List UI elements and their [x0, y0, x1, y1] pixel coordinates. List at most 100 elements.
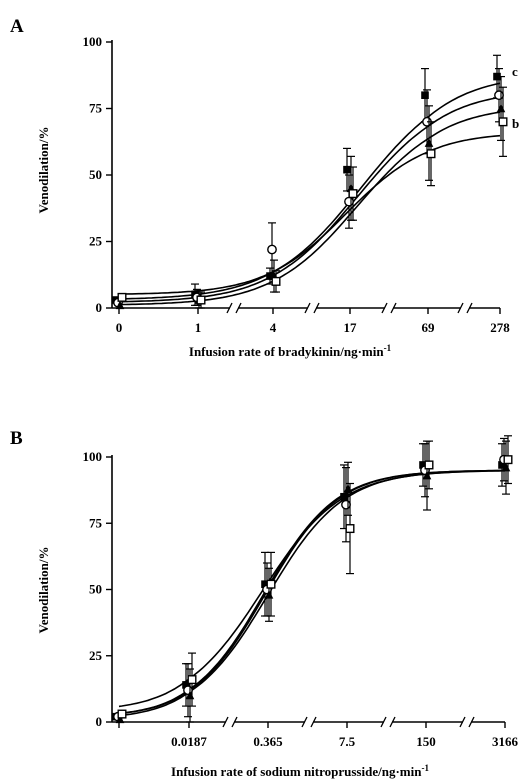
panel-a-axis-break-mark [466, 302, 473, 314]
panel-b-x-tick-label: 0.0187 [171, 734, 207, 749]
panel-b-fit-curves [118, 469, 506, 717]
panel-b-fit-curve-series-2 [118, 469, 505, 717]
panel-b-data-points [112, 435, 513, 724]
panel-a-axis-break-mark [226, 302, 233, 314]
panel-a: A Venodilation/% Infusion rate of bradyk… [10, 16, 519, 359]
panel-b-x-tick-label: 0.365 [253, 734, 283, 749]
panel-a-x-axis-label-main: Infusion rate of bradykinin/ng·min [189, 344, 384, 359]
panel-a-y-tick-label: 100 [83, 34, 103, 49]
panel-b-point-filled-square [182, 681, 190, 689]
panel-b-point-open-square [424, 460, 434, 470]
panel-b: B Venodilation/% Infusion rate of sodium… [10, 428, 519, 779]
panel-a-x-tick-label: 278 [490, 320, 510, 335]
panel-a-axis-break-gap [385, 306, 393, 310]
panel-b-axis-break-mark [310, 716, 317, 728]
panel-b-axis-break-mark [222, 716, 229, 728]
panel-a-point-filled-square [421, 91, 429, 99]
panel-a-y-axis-label: Venodilation/% [36, 127, 51, 214]
panel-b-point-open-square [503, 455, 513, 465]
panel-a-fit-curves [118, 82, 501, 306]
panel-a-point-open-circle [494, 90, 504, 101]
panel-b-x-axis-label-main: Infusion rate of sodium nitroprusside/ng… [171, 764, 422, 779]
panel-a-x-tick-label: 17 [344, 320, 358, 335]
panel-a-x-axis-label-sup: -1 [384, 343, 392, 353]
panel-a-point-open-square [196, 295, 206, 305]
panel-b-point-open-square [117, 709, 127, 719]
panel-a-point-open-square [348, 189, 358, 199]
panel-b-axis-break-mark [389, 716, 396, 728]
panel-b-fit-curve-series-3 [118, 470, 505, 708]
panel-a-x-axis-label: Infusion rate of bradykinin/ng·min-1 [189, 343, 392, 359]
panel-b-point-filled-triangle [343, 484, 353, 493]
panel-a-axis-break-mark [381, 302, 388, 314]
panel-b-axis-break-mark [301, 716, 308, 728]
panel-b-point-filled-square [419, 461, 427, 469]
panel-b-point-open-square [187, 675, 197, 685]
panel-b-axes: 0 25 50 75 100 0.0187 0.365 7.5 150 3166 [83, 449, 519, 749]
panel-b-axis-break-mark [468, 716, 475, 728]
panel-a-curve-label-c: c [512, 64, 518, 79]
panel-a-point-open-square [117, 292, 127, 302]
panel-a-y-tick-label: 25 [89, 234, 103, 249]
panel-a-x-tick-label: 4 [270, 320, 277, 335]
panel-b-x-tick-label: 7.5 [339, 734, 356, 749]
panel-b-y-tick-label: 50 [89, 582, 102, 597]
panel-b-axis-break-mark [231, 716, 238, 728]
panel-a-axis-break-gap [461, 306, 469, 310]
panel-a-y-tick-label: 0 [96, 300, 103, 315]
panel-a-point-filled-triangle [496, 103, 506, 113]
panel-a-axis-break-gap [308, 306, 316, 310]
panel-a-axis-break-mark [390, 302, 397, 314]
panel-a-point-filled-square [343, 165, 351, 174]
panel-b-fit-curve-series-0 [118, 469, 506, 715]
panel-a-axis-break-gap [230, 306, 238, 310]
panel-b-y-tick-label: 25 [89, 648, 103, 663]
panel-a-data-points [112, 54, 508, 310]
panel-b-point-filled-square [498, 461, 506, 469]
panel-b-point-open-circle [341, 499, 351, 510]
panel-a-x-tick-label: 0 [116, 320, 123, 335]
panel-b-y-tick-label: 100 [83, 449, 103, 464]
panel-b-axis-break-gap [384, 720, 392, 724]
panel-b-x-tick-label: 3166 [492, 734, 519, 749]
panel-b-point-filled-square [261, 580, 269, 588]
panel-a-fit-curve-series-1 [119, 96, 501, 303]
panel-a-axis-break-mark [304, 302, 311, 314]
panel-a-axes: 0 25 50 75 100 0 1 4 17 69 278 [83, 34, 511, 335]
panel-a-fit-curve-series-2 [118, 111, 501, 306]
panel-a-axis-break-mark [235, 302, 242, 314]
panel-a-x-tick-label: 69 [422, 320, 436, 335]
panel-b-point-filled-triangle [115, 714, 125, 724]
panel-a-x-tick-label: 1 [195, 320, 202, 335]
panel-b-y-axis-label: Venodilation/% [36, 547, 51, 634]
panel-a-y-tick-label: 50 [89, 167, 102, 182]
panel-b-axis-break-gap [305, 720, 313, 724]
panel-b-axis-break-gap [226, 720, 234, 724]
panel-b-x-axis-label: Infusion rate of sodium nitroprusside/ng… [171, 763, 429, 779]
panel-a-fit-curve-series-3 [119, 134, 501, 295]
panel-b-point-open-square [345, 524, 355, 534]
panel-b-y-tick-label: 0 [96, 714, 103, 729]
panel-b-axis-break-mark [459, 716, 466, 728]
panel-b-point-filled-square [340, 492, 348, 501]
panel-a-axis-break-mark [457, 302, 464, 314]
panel-a-point-open-square [426, 149, 436, 159]
panel-b-x-tick-label: 150 [416, 734, 436, 749]
panel-b-fit-curve-series-1 [118, 469, 505, 715]
panel-a-y-tick-label: 75 [89, 101, 103, 116]
panel-a-fit-curve-series-0 [118, 82, 501, 300]
panel-b-x-axis-label-sup: -1 [421, 763, 429, 773]
panel-b-axis-break-gap [463, 720, 471, 724]
panel-a-letter: A [10, 16, 24, 37]
panel-b-y-tick-label: 75 [89, 515, 103, 530]
panel-b-point-open-square [266, 579, 276, 589]
panel-a-curve-label-b: b [512, 116, 519, 131]
panel-a-point-open-square [271, 276, 281, 286]
panel-a-point-open-circle [267, 244, 277, 255]
panel-a-point-open-square [498, 117, 508, 127]
panel-a-point-filled-triangle [115, 300, 125, 310]
panel-a-axis-break-mark [313, 302, 320, 314]
panel-b-letter: B [10, 428, 23, 449]
panel-a-point-open-circle [344, 196, 354, 207]
